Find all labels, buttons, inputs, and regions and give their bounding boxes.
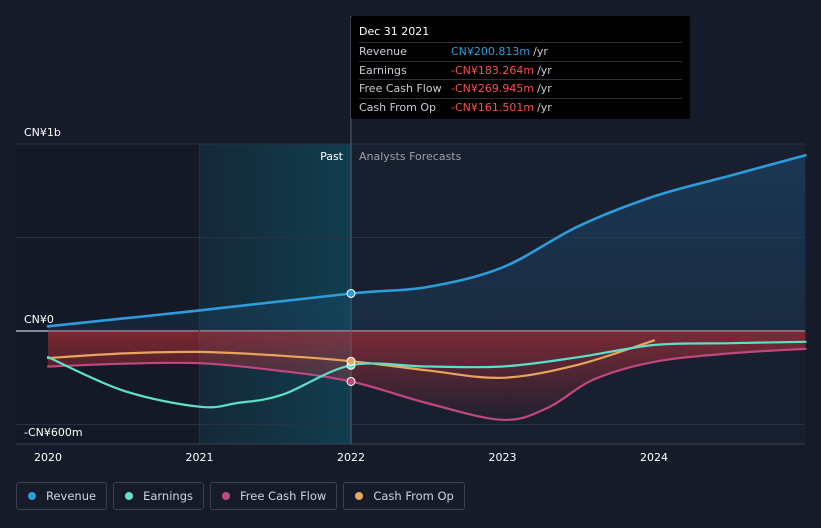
tooltip-label: Earnings bbox=[359, 63, 407, 77]
legend-label: Free Cash Flow bbox=[240, 489, 327, 503]
revenue-dot-icon bbox=[28, 492, 36, 500]
y-tick-label: CN¥1b bbox=[24, 126, 61, 139]
legend: Revenue Earnings Free Cash Flow Cash Fro… bbox=[16, 482, 465, 510]
tooltip-row-cash-from-op: Cash From Op -CN¥161.501m /yr bbox=[359, 99, 682, 117]
cash-from-op-dot-icon bbox=[355, 492, 364, 500]
tooltip-value: CN¥200.813m bbox=[451, 45, 531, 58]
highlight-markers bbox=[346, 288, 356, 386]
legend-item-earnings[interactable]: Earnings bbox=[113, 482, 204, 510]
tooltip-label: Cash From Op bbox=[359, 100, 437, 114]
past-region bbox=[199, 144, 351, 444]
pre-past-region bbox=[16, 144, 200, 444]
x-tick-label: 2020 bbox=[34, 451, 62, 464]
tooltip-row-free-cash-flow: Free Cash Flow -CN¥269.945m /yr bbox=[359, 80, 682, 99]
revenue-area bbox=[48, 155, 806, 331]
tooltip-value: -CN¥161.501m bbox=[451, 100, 535, 114]
tooltip-unit: /yr bbox=[537, 100, 552, 114]
revenue-line bbox=[46, 153, 807, 328]
tooltip-unit: /yr bbox=[533, 45, 548, 58]
tooltip-label: Revenue bbox=[359, 45, 407, 58]
tooltip-row-revenue: Revenue CN¥200.813m /yr bbox=[359, 43, 682, 62]
revenue-marker bbox=[346, 288, 356, 298]
axis-labels: CN¥1b CN¥0 -CN¥600m 2020 2021 2022 2023 2024 Pas… bbox=[24, 126, 668, 464]
x-tick-label: 2022 bbox=[337, 451, 365, 464]
earnings-line bbox=[46, 340, 807, 409]
y-tick-label: -CN¥600m bbox=[24, 426, 83, 439]
free-cash-flow-line bbox=[46, 347, 807, 421]
tooltip-unit: /yr bbox=[537, 63, 552, 77]
past-label: Past bbox=[320, 150, 344, 163]
tooltip-unit: /yr bbox=[537, 82, 552, 95]
free-cash-flow-marker bbox=[346, 376, 356, 386]
y-tick-label: CN¥0 bbox=[24, 313, 54, 326]
legend-item-free-cash-flow[interactable]: Free Cash Flow bbox=[210, 482, 338, 510]
forecasts-label: Analysts Forecasts bbox=[359, 150, 462, 163]
tooltip-value: -CN¥269.945m bbox=[451, 82, 535, 95]
x-tick-label: 2024 bbox=[640, 451, 668, 464]
x-tick-label: 2023 bbox=[489, 451, 517, 464]
free-cash-flow-dot-icon bbox=[222, 492, 230, 500]
tooltip-label: Free Cash Flow bbox=[359, 82, 442, 95]
tooltip-date: Dec 31 2021 bbox=[359, 24, 682, 43]
earnings-dot-icon bbox=[125, 492, 134, 500]
legend-label: Revenue bbox=[46, 489, 97, 503]
tooltip-row-earnings: Earnings -CN¥183.264m /yr bbox=[359, 62, 682, 80]
x-tick-label: 2021 bbox=[186, 451, 214, 464]
legend-label: Cash From Op bbox=[373, 489, 454, 503]
legend-item-cash-from-op[interactable]: Cash From Op bbox=[343, 482, 465, 510]
tooltip: Dec 31 2021 Revenue CN¥200.813m /yr Earn… bbox=[351, 16, 690, 119]
legend-label: Earnings bbox=[143, 489, 193, 503]
legend-item-revenue[interactable]: Revenue bbox=[16, 482, 108, 510]
tooltip-value: -CN¥183.264m bbox=[451, 63, 535, 77]
cash-from-op-marker bbox=[346, 356, 356, 366]
